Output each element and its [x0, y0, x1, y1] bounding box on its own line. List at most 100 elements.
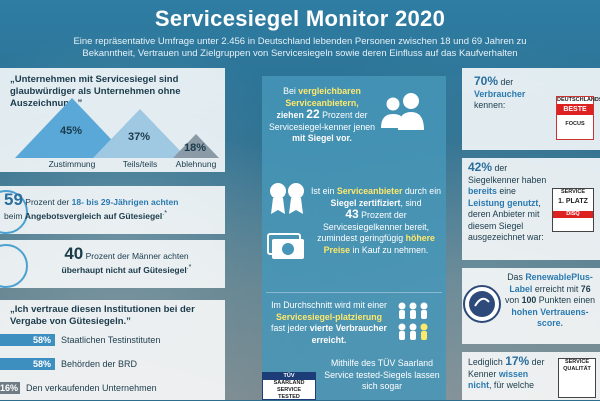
- r3-number: 76: [580, 283, 591, 294]
- middle-stat-4: Mithilfe des TÜV Saarland Service tested…: [318, 358, 446, 393]
- service-quality-seal: SERVICE QUALITÄT: [558, 358, 596, 398]
- r4-number: 17%: [505, 354, 530, 368]
- trust-bar-label-2: Den verkaufenden Unternehmen: [26, 383, 157, 393]
- men-stat-text: 40 Prozent der Männer achten überhaupt n…: [34, 245, 219, 276]
- r3-c: erreicht mit: [534, 283, 579, 294]
- r1-number: 70%: [474, 74, 499, 88]
- men-stat-line-2: überhaupt nicht auf Gütesiegel: [61, 264, 187, 275]
- mid1-siegel: mit Siegel: [292, 133, 334, 143]
- trust-bar-1: 58%: [0, 358, 55, 370]
- trust-panel: „Ich vertraue diesen Institutionen bei d…: [0, 300, 225, 400]
- focus-seal-bottom: FOCUS: [565, 121, 585, 127]
- mid2-number: 43: [345, 207, 359, 221]
- mid1-ziehen: ziehen: [276, 110, 304, 120]
- age-stat-der: der: [56, 197, 70, 207]
- mid3-placement: Servicesiegel-platzierung: [275, 311, 383, 322]
- r4-wissen: wissen nicht: [468, 368, 529, 391]
- triangle-label-2: Ablehnung: [175, 159, 217, 169]
- age-stat-group: 18- bis 29-Jährigen achten: [71, 197, 179, 207]
- disq-seal-bottom: DISQ: [553, 211, 593, 218]
- mid2-sind: , sind: [400, 197, 422, 208]
- triangle-value-1: 37%: [128, 131, 151, 144]
- middle-stat-2: Ist ein Serviceanbieter durch ein Siegel…: [306, 186, 446, 256]
- age-stat-focus: Angebotsvergleich auf Gütesiegel: [24, 210, 163, 221]
- money-icon: [267, 233, 304, 259]
- mid2-zertifiziert: Siegel zertifiziert: [330, 197, 401, 208]
- renewableplus-logo: [463, 285, 501, 323]
- disq-seal-top: SERVICE: [560, 189, 586, 195]
- r1-verbraucher: Verbraucher: [474, 88, 526, 99]
- right-stat-3: Das RenewablePlus-Label erreicht mit 76 …: [502, 272, 598, 330]
- r3-label: RenewablePlus-Label: [509, 272, 593, 294]
- age-stat-text: 59 Prozent der 18- bis 29-Jährigen achte…: [4, 191, 219, 222]
- page-subtitle: Eine repräsentative Umfrage unter 2.456 …: [30, 36, 570, 60]
- men-stat-line-1: Prozent der Männer achten: [85, 251, 189, 261]
- age-stat-number: 59: [4, 190, 23, 209]
- stat-circle: [0, 244, 28, 288]
- sq-seal-mid: QUALITÄT: [563, 366, 591, 372]
- middle-stat-3: Im Durchschnitt wird mit einer Servicesi…: [268, 300, 390, 346]
- men-stat-footnote: .*: [186, 263, 192, 271]
- disq-seal: SERVICE 1. PLATZ DISQ: [552, 188, 594, 232]
- focus-seal-mid: BESTE: [557, 104, 593, 115]
- age-stat-panel: 59 Prozent der 18- bis 29-Jährigen achte…: [0, 186, 225, 234]
- triangle-value-2: 18%: [184, 142, 207, 154]
- trust-bar-label-1: Behörden der BRD: [61, 359, 138, 369]
- tuv-seal-top: TÜV: [263, 373, 315, 380]
- r3-das: Das: [507, 272, 523, 282]
- right-stat-4: Lediglich 17% der Kenner wissen nicht, f…: [468, 354, 554, 392]
- mid1-text: Prozent der Servicesiegel-kenner jenen: [268, 110, 376, 132]
- right-stat-1: 70% der Verbraucher kennen:: [474, 74, 550, 112]
- mid2-text: Prozent der Servicesiegelkenner bereit, …: [317, 210, 430, 243]
- focus-seal-top: DEUTSCHLANDS: [557, 97, 600, 103]
- mid4-text: Mithilfe des TÜV Saarland Service tested…: [324, 358, 440, 391]
- trust-bar-2: 16%: [0, 382, 20, 394]
- triangle-1: [93, 109, 187, 158]
- r2-genutzt: Leistung genutzt: [468, 197, 539, 208]
- men-stat-number: 40: [64, 244, 84, 263]
- mid1-number: 22: [306, 107, 320, 121]
- tuv-seal-line-2: SAARLAND: [273, 380, 305, 386]
- tuv-seal-line-4: TESTED: [278, 394, 300, 400]
- focus-seal: DEUTSCHLANDS BESTE FOCUS: [556, 96, 600, 140]
- mid1-bei: Bei: [283, 86, 296, 96]
- triangle-2: [173, 134, 219, 158]
- sq-seal-top: SERVICE: [564, 359, 590, 365]
- mid3-a: Im Durchschnitt wird mit einer: [271, 300, 387, 310]
- r2-e: , deren Anbieter mit diesem Siegel ausge…: [468, 197, 544, 243]
- r4-welche: , für welche: [489, 380, 534, 390]
- middle-stat-1: Bei vergleichbaren Serviceanbietern, zie…: [268, 86, 376, 145]
- mid2-ist: Ist ein: [310, 186, 335, 196]
- age-stat-prozent: Prozent: [25, 197, 55, 207]
- trust-bar-label-0: Staatlichen Testinstituten: [61, 335, 161, 345]
- mid2-anbieter: Serviceanbieter: [336, 186, 403, 196]
- r3-score: hohen Vertrauens-score.: [511, 306, 589, 329]
- age-stat-footnote: .*: [162, 209, 167, 217]
- subtitle-line-1: Eine repräsentative Umfrage unter 2.456 …: [73, 36, 527, 47]
- r1-der: der: [500, 77, 514, 87]
- triangle-label-0: Zustimmung: [48, 159, 96, 169]
- mid2-kauf: in Kauf zu nehmen.: [352, 244, 429, 255]
- r2-a: der Siegelkenner haben: [468, 163, 547, 185]
- header: Servicesiegel Monitor 2020 Eine repräsen…: [0, 0, 600, 70]
- r2-bereits: bereits: [468, 186, 497, 196]
- medal-icon: [270, 183, 304, 214]
- r2-eine: eine: [499, 186, 516, 196]
- r1-kennen: kennen:: [474, 100, 506, 110]
- r4-lediglich: Lediglich: [468, 357, 503, 367]
- tuv-seal-line-3: SERVICE: [276, 387, 302, 393]
- page-title: Servicesiegel Monitor 2020: [154, 6, 446, 31]
- people-icon: [398, 302, 428, 340]
- right-stat-2: 42% der Siegelkenner haben bereits eine …: [468, 161, 550, 244]
- mid3-d: vierte Verbraucher erreicht.: [309, 323, 387, 345]
- subtitle-line-2: Bekanntheit, Vertrauen und Zielgruppen v…: [82, 48, 518, 59]
- men-stat-panel: 40 Prozent der Männer achten überhaupt n…: [0, 240, 225, 288]
- users-icon: [381, 93, 424, 130]
- r3-von: von: [504, 295, 520, 305]
- trust-quote: „Ich vertraue diesen Institutionen bei d…: [10, 304, 195, 327]
- mid1-highlight: vergleichbaren Serviceanbietern,: [285, 86, 361, 108]
- age-stat-beim: beim: [4, 210, 23, 221]
- triangle-value-0: 45%: [60, 125, 83, 137]
- disq-seal-mid: 1. PLATZ: [558, 198, 588, 205]
- r4-kenner: der Kenner: [468, 357, 545, 379]
